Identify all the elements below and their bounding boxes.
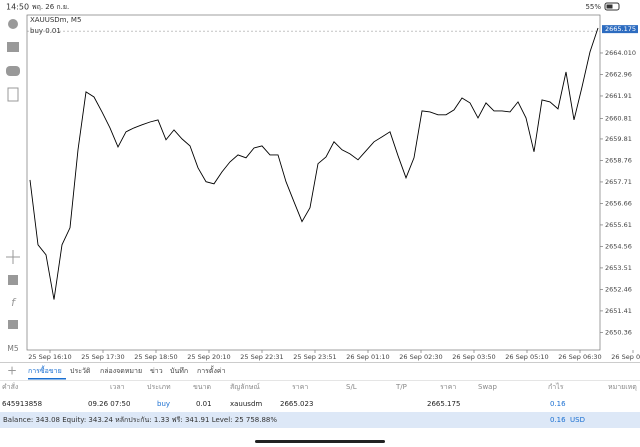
column-header: เวลา — [110, 383, 125, 391]
tab[interactable]: ประวัติ — [70, 367, 91, 375]
y-tick-label: 2650.36 — [605, 328, 632, 336]
column-header: หมายเหตุ — [608, 383, 637, 391]
table-cell: 2665.023 — [280, 400, 313, 408]
table-cell: buy — [157, 400, 170, 408]
price-marker-label: 2665.175 — [605, 25, 636, 33]
x-tick-label: 26 Sep 03:50 — [452, 353, 495, 361]
currency: USD — [570, 416, 585, 424]
x-tick-label: 26 Sep 05:10 — [505, 353, 548, 361]
y-tick-label: 2653.51 — [605, 264, 632, 272]
column-header: คำสั่ง — [2, 382, 18, 391]
tab[interactable]: การตั้งค่า — [197, 364, 226, 375]
home-indicator — [255, 440, 385, 443]
chart-title: XAUUSDm, M5 — [30, 16, 81, 24]
y-tick-label: 2659.81 — [605, 135, 632, 143]
divider — [0, 362, 640, 363]
x-tick-label: 25 Sep 18:50 — [134, 353, 177, 361]
y-tick-label: 2664.010 — [605, 49, 636, 57]
tab-underline — [28, 378, 66, 380]
status-date: พฤ. 26 ก.ย. — [32, 3, 69, 11]
crosshair-icon[interactable] — [6, 250, 20, 264]
column-header: Swap — [478, 383, 497, 391]
add-button[interactable]: + — [7, 364, 17, 378]
x-tick-label: 25 Sep 20:10 — [187, 353, 230, 361]
balance-summary: Balance: 343.08 Equity: 343.24 หลักประกั… — [3, 416, 277, 424]
account-icon[interactable] — [8, 19, 18, 29]
timeframe[interactable]: M5 — [7, 344, 18, 353]
column-header: ประเภท — [147, 383, 171, 391]
x-tick-label: 26 Sep 06:30 — [558, 353, 601, 361]
positions-table: คำสั่ง เวลา ประเภท ขนาด สัญลักษณ์ ราคา S/L T/P ร… — [2, 382, 637, 408]
total-profit: 0.16 — [550, 416, 566, 424]
tab[interactable]: ข่าว — [150, 367, 163, 375]
y-tick-label: 2658.76 — [605, 156, 632, 164]
column-header: สัญลักษณ์ — [230, 383, 260, 391]
y-tick-label: 2651.41 — [605, 307, 632, 315]
battery-text: 55% — [585, 3, 601, 11]
x-tick-label: 25 Sep 17:30 — [81, 353, 124, 361]
price-marker — [602, 25, 638, 34]
tab[interactable]: กล่องจดหมาย — [100, 367, 142, 375]
y-tick-label: 2661.91 — [605, 92, 632, 100]
column-header: T/P — [395, 383, 407, 391]
y-tick-label: 2662.96 — [605, 70, 632, 78]
y-tick-label: 2655.61 — [605, 221, 632, 229]
y-tick-label: 2660.81 — [605, 114, 632, 122]
left-toolbar: f — [6, 19, 20, 329]
table-cell: 0.16 — [550, 400, 566, 408]
battery-level — [606, 4, 613, 9]
tabs: การซื้อขาย ประวัติ กล่องจดหมาย ข่าว บันทึก กา… — [28, 364, 226, 380]
battery-icon — [604, 2, 620, 11]
table-cell: 645913858 — [2, 400, 42, 408]
chart: XAUUSDm, M5 buy 0.01 2664.010 2662.96 2661… — [26, 14, 640, 361]
price-line — [29, 27, 599, 300]
trade-icon[interactable] — [7, 42, 19, 52]
tab[interactable]: บันทึก — [170, 366, 188, 375]
candles-icon[interactable] — [8, 275, 18, 285]
column-header: ราคา — [440, 383, 456, 391]
x-tick-label: 25 Sep 16:10 — [28, 353, 71, 361]
table-cell: 09.26 07:50 — [88, 400, 130, 408]
chart-frame — [26, 14, 601, 351]
x-tick-label: 25 Sep 23:51 — [293, 353, 336, 361]
objects-icon[interactable] — [8, 320, 18, 329]
order-label: buy 0.01 — [30, 27, 61, 35]
table-cell: xauusdm — [230, 400, 262, 408]
x-tick-label: 26 Sep 07:50 — [611, 353, 640, 361]
table-cell: 0.01 — [196, 400, 212, 408]
x-tick-label: 25 Sep 22:31 — [240, 353, 283, 361]
y-tick-label: 2654.56 — [605, 242, 632, 250]
column-header: ราคา — [292, 383, 308, 391]
tab[interactable]: การซื้อขาย — [28, 364, 62, 375]
y-tick-label: 2656.66 — [605, 199, 632, 207]
column-header: ขนาด — [193, 383, 211, 391]
x-tick-label: 26 Sep 02:30 — [399, 353, 442, 361]
column-header: S/L — [346, 383, 357, 391]
y-tick-label: 2652.46 — [605, 285, 632, 293]
status-time: 14:50 — [6, 3, 29, 12]
new-chart-icon[interactable] — [7, 87, 19, 102]
chat-icon[interactable] — [6, 66, 20, 76]
column-header: กำไร — [548, 382, 564, 391]
balance-bar — [0, 412, 640, 428]
x-tick-label: 26 Sep 01:10 — [346, 353, 389, 361]
indicator-icon[interactable]: f — [11, 296, 17, 309]
y-tick-label: 2657.71 — [605, 178, 632, 186]
table-cell: 2665.175 — [427, 400, 460, 408]
divider — [0, 380, 640, 381]
